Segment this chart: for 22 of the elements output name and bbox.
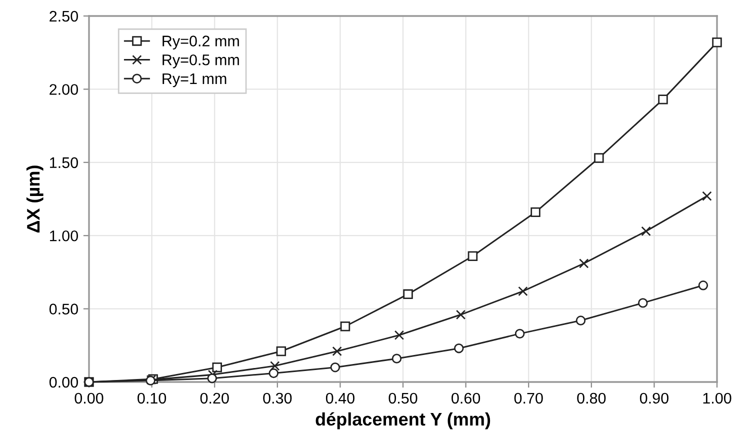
x-tick-label: 0.60	[452, 392, 480, 404]
x-tick-label: 0.00	[74, 392, 104, 404]
legend-label: Ry=0.2 mm	[162, 36, 239, 50]
y-tick-label: 0.50	[49, 304, 78, 314]
x-tick-label: 0.50	[388, 392, 418, 404]
x-tick-label: 0.40	[326, 392, 354, 404]
legend-label: Ry=1 mm	[162, 73, 226, 88]
x-tick-label: 0.10	[138, 392, 166, 404]
x-axis-title: déplacement Y (mm)	[316, 412, 490, 430]
y-tick-label: 2.50	[50, 10, 78, 22]
x-tick-label: 1.00	[703, 392, 732, 404]
y-tick-label: 2.00	[50, 84, 78, 95]
x-tick-label: 0.30	[263, 392, 292, 404]
x-tick-label: 0.20	[200, 392, 229, 404]
x-tick-label: 0.90	[640, 392, 668, 404]
legend-label: Ry=0.5 mm	[162, 54, 239, 68]
x-tick-label: 0.80	[577, 392, 606, 404]
y-axis-title: ΔX (µm)	[26, 166, 44, 233]
x-tick-label: 0.70	[514, 392, 543, 404]
y-tick-label: 0.00	[49, 376, 78, 388]
y-tick-label: 1.50	[50, 157, 78, 168]
y-tick-label: 1.00	[50, 230, 78, 242]
